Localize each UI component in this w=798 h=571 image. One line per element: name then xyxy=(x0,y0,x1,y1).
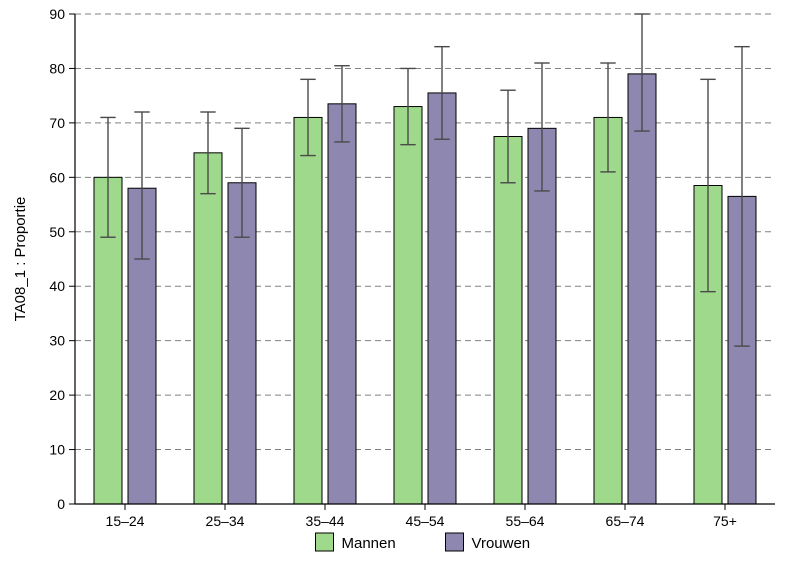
bar xyxy=(294,117,322,504)
bar xyxy=(428,93,456,504)
y-tick-label: 50 xyxy=(49,224,65,240)
y-tick-label: 0 xyxy=(57,496,65,512)
legend-swatch xyxy=(446,533,464,551)
x-tick-label: 25–34 xyxy=(206,513,245,529)
x-tick-label: 65–74 xyxy=(606,513,645,529)
y-tick-label: 20 xyxy=(49,387,65,403)
legend-label: Mannen xyxy=(342,535,396,552)
bar xyxy=(628,74,656,504)
bar xyxy=(328,104,356,504)
x-tick-label: 15–24 xyxy=(106,513,145,529)
legend-label: Vrouwen xyxy=(472,535,531,552)
y-tick-label: 70 xyxy=(49,115,65,131)
bar xyxy=(194,153,222,504)
bar xyxy=(394,107,422,504)
bar xyxy=(594,117,622,504)
chart-container: 0 10 20 30 40 50 60 70 80 90 TA08_1 : Proportie 15–… xyxy=(0,0,798,571)
y-tick-label: 60 xyxy=(49,169,65,185)
y-tick-label: 90 xyxy=(49,6,65,22)
x-tick-label: 35–44 xyxy=(306,513,345,529)
y-tick-label: 80 xyxy=(49,60,65,76)
x-tick-label: 45–54 xyxy=(406,513,445,529)
x-tick-label: 75+ xyxy=(713,513,737,529)
bar xyxy=(494,137,522,505)
y-tick-label: 10 xyxy=(49,442,65,458)
bar-chart: 0 10 20 30 40 50 60 70 80 90 TA08_1 : Proportie 15–… xyxy=(0,0,798,571)
x-tick-label: 55–64 xyxy=(506,513,545,529)
y-axis-label: TA08_1 : Proportie xyxy=(12,197,29,322)
y-tick-label: 30 xyxy=(49,333,65,349)
y-tick-label: 40 xyxy=(49,278,65,294)
legend-swatch xyxy=(316,533,334,551)
